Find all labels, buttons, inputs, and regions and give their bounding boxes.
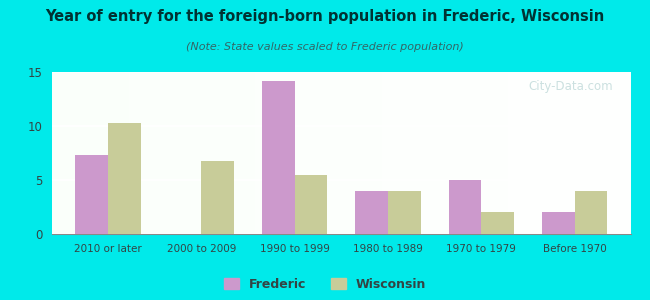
Legend: Frederic, Wisconsin: Frederic, Wisconsin (224, 278, 426, 291)
Bar (202, 160, 234, 234)
Bar (448, 180, 481, 234)
Text: (Note: State values scaled to Frederic population): (Note: State values scaled to Frederic p… (186, 42, 464, 52)
Bar (481, 212, 514, 234)
Text: Year of entry for the foreign-born population in Frederic, Wisconsin: Year of entry for the foreign-born popul… (46, 9, 605, 24)
Bar (294, 175, 327, 234)
Bar (388, 191, 421, 234)
Bar (356, 191, 388, 234)
Bar (75, 155, 108, 234)
Bar (262, 81, 294, 234)
Text: City-Data.com: City-Data.com (528, 80, 613, 93)
Bar (542, 212, 575, 234)
Bar (575, 191, 607, 234)
Bar (108, 123, 140, 234)
